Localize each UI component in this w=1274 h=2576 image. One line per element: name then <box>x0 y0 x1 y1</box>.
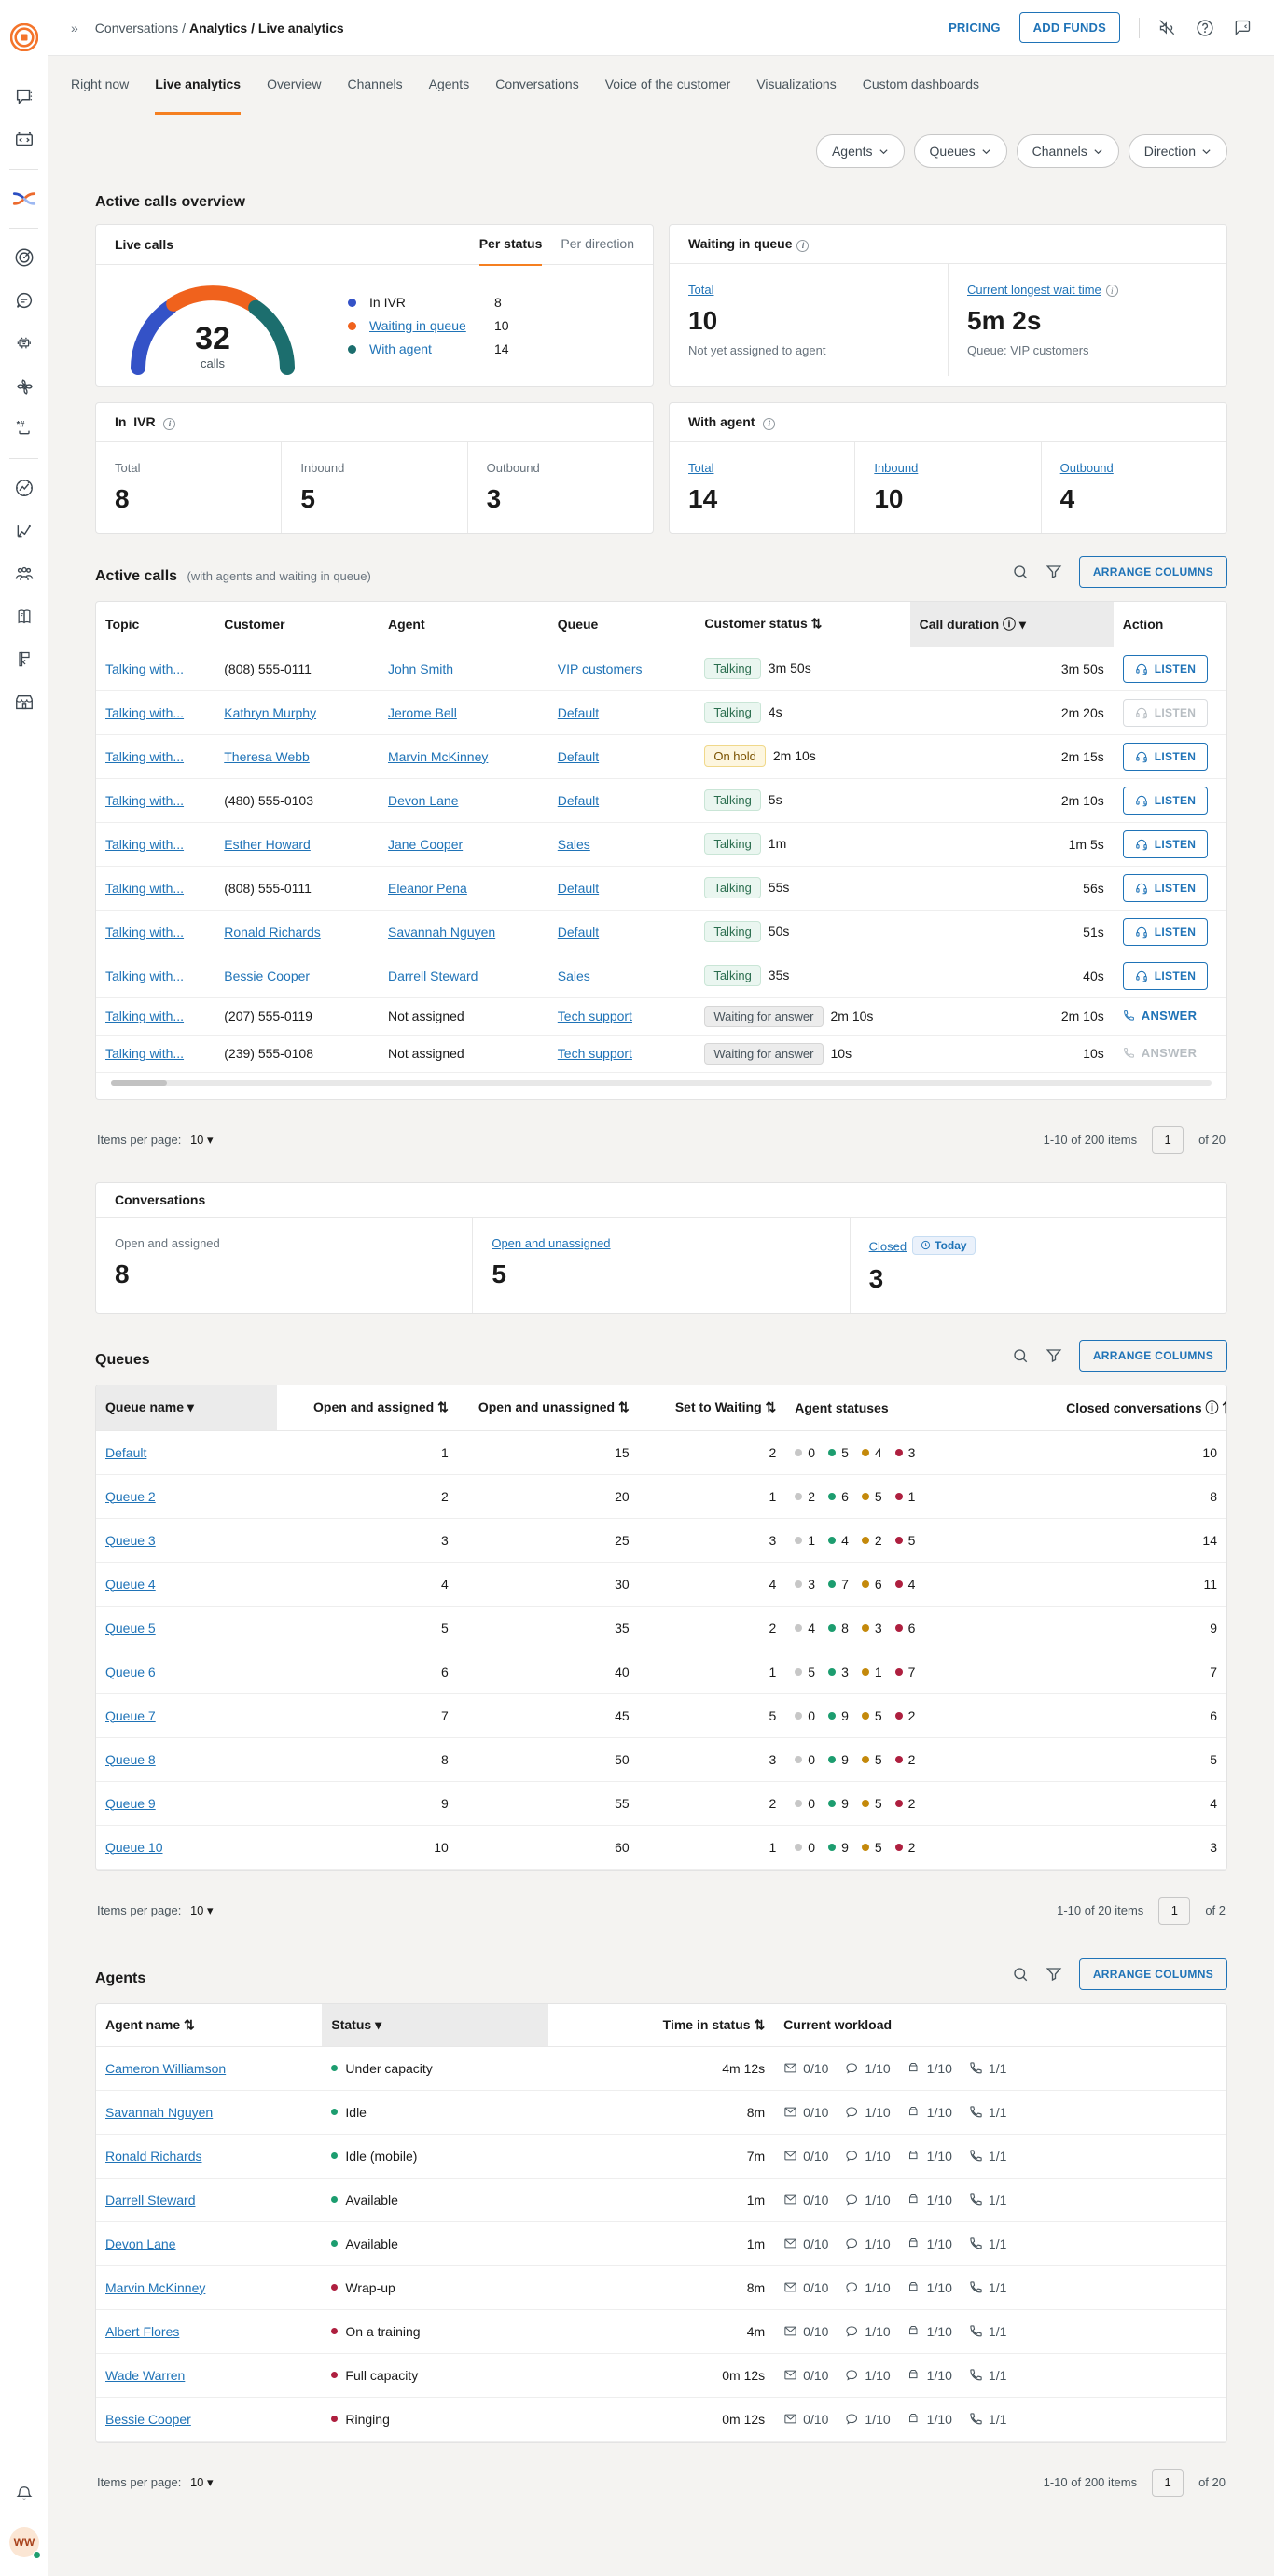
svg-text:32: 32 <box>195 321 230 356</box>
svg-text:*#: *# <box>17 420 25 429</box>
svg-text:calls: calls <box>201 356 226 370</box>
